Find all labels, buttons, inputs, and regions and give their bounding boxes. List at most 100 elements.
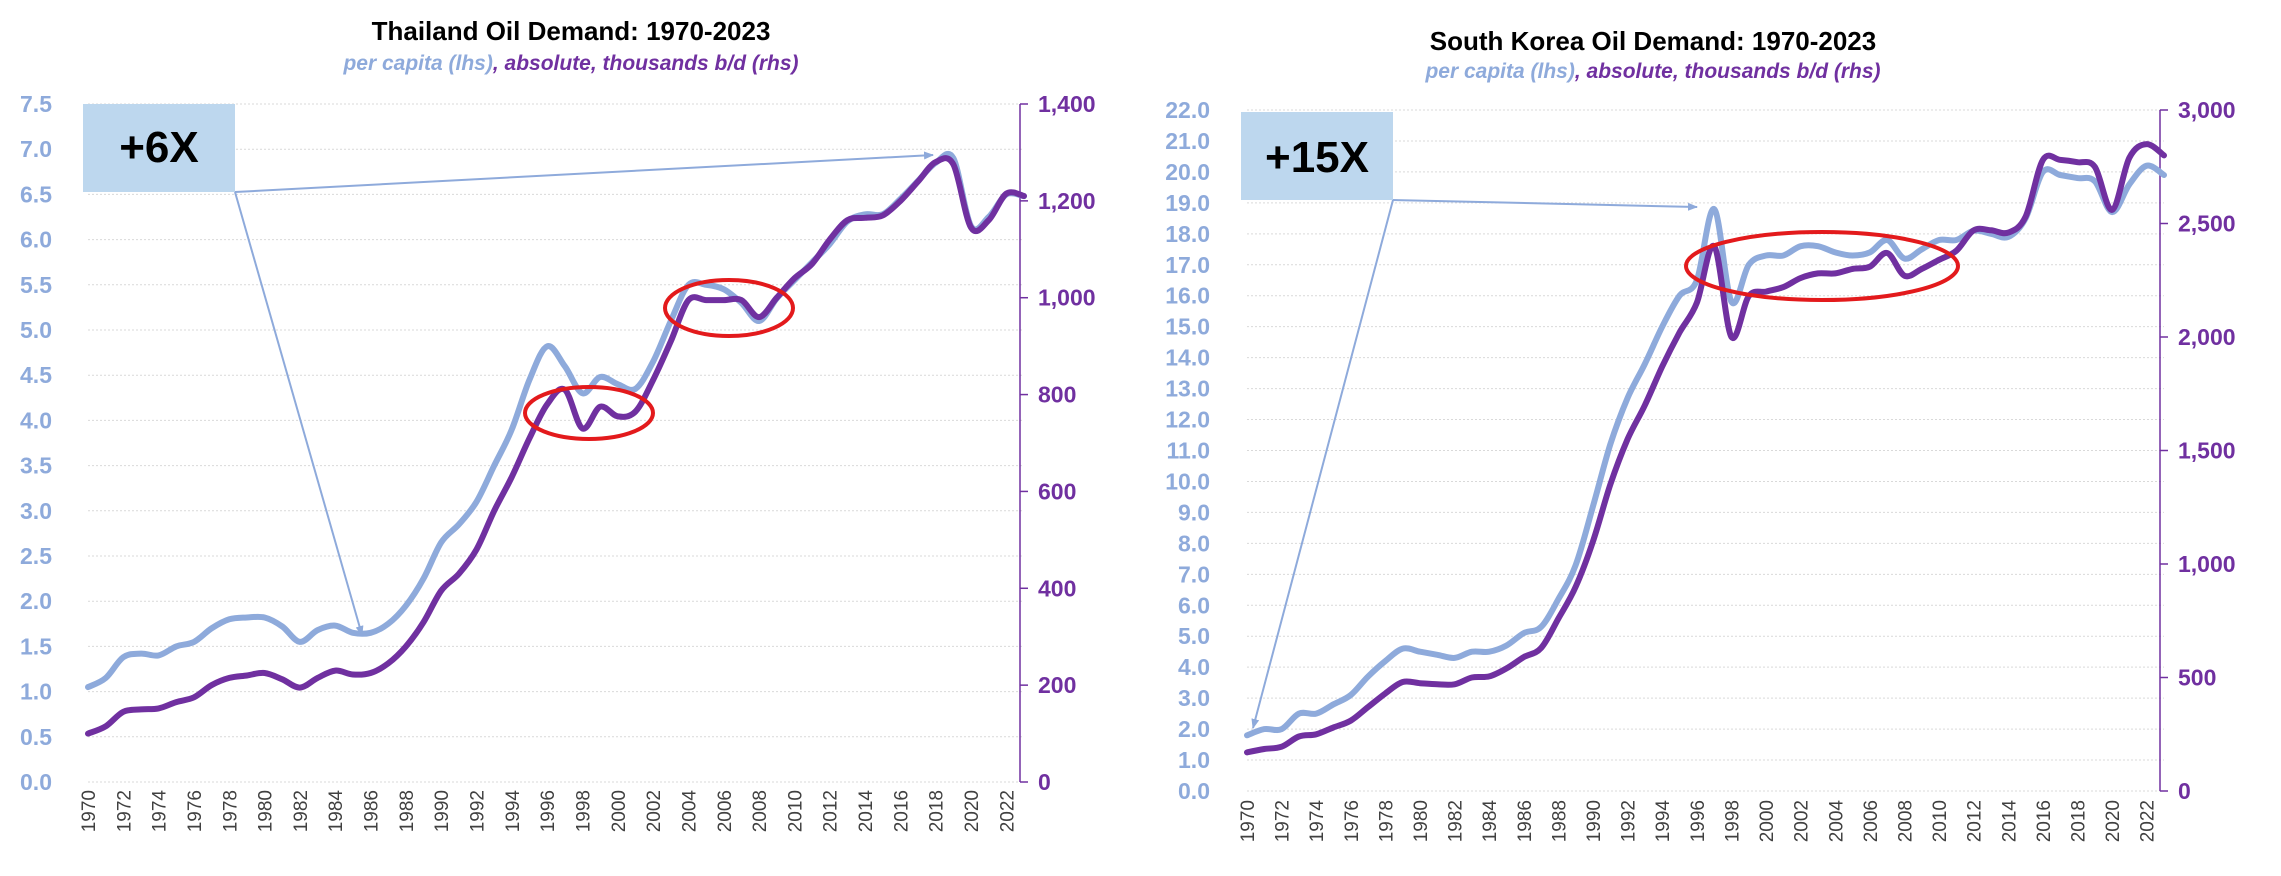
x-tick-label: 2010 [1930,800,1951,842]
x-tick-label: 1976 [1342,800,1363,842]
left-tick-label: 5.5 [20,272,52,298]
left-tick-label: 6.5 [20,181,52,207]
right-tick-label: 800 [1038,382,1076,408]
x-tick-label: 2022 [2138,800,2159,842]
left-tick-label: 0.0 [20,769,52,795]
x-tick-label: 1970 [79,790,100,832]
left-tick-label: 7.0 [20,136,52,162]
x-tick-label: 1974 [150,790,171,833]
x-tick-label: 2012 [1965,800,1986,842]
left-tick-label: 6.0 [20,227,52,253]
x-tick-label: 1970 [1238,800,1259,842]
series-line-absolute [1244,141,2167,756]
x-tick-label: 1986 [362,790,383,832]
badge: +15X [1241,112,1393,200]
right-tick-label: 2,000 [2178,324,2236,350]
x-tick-label: 1972 [1273,800,1294,842]
chart-subtitle: per capita (lhs), absolute, thousands b/… [342,52,798,75]
x-tick-label: 1990 [1584,800,1605,842]
x-tick-label: 2008 [1896,800,1917,842]
highlight-circle [663,278,795,338]
chart-subtitle: per capita (lhs), absolute, thousands b/… [1424,60,1880,83]
x-tick-label: 1976 [185,790,206,832]
left-tick-label: 5.0 [1178,623,1210,649]
x-tick-label: 1996 [1688,800,1709,842]
x-axis-ticks: 1970 1972 1974 1976 1978 1980 1982 1984 1986 1988… [1238,800,2159,843]
x-tick-label: 1984 [1480,800,1501,843]
left-tick-label: 4.0 [20,407,52,433]
x-tick-label: 1982 [1446,800,1467,842]
x-tick-label: 1980 [256,790,277,832]
left-tick-label: 9.0 [1178,499,1210,525]
left-tick-label: 17.0 [1165,252,1210,278]
left-tick-label: 7.0 [1178,561,1210,587]
x-tick-label: 2008 [750,790,771,832]
x-tick-label: 1978 [1376,800,1397,842]
left-tick-label: 2.0 [20,588,52,614]
left-tick-label: 5.0 [20,317,52,343]
x-tick-label: 1984 [326,790,347,833]
left-tick-label: 15.0 [1165,314,1210,340]
left-tick-label: 1.5 [20,633,52,659]
x-tick-label: 2018 [927,790,948,832]
x-tick-label: 2020 [2103,800,2124,842]
x-tick-label: 1994 [1653,800,1674,843]
arrow-to-trough [234,191,364,636]
left-tick-label: 3.5 [20,453,52,479]
x-tick-label: 2010 [785,790,806,832]
left-tick-label: 0.0 [1178,778,1210,804]
left-tick-label: 12.0 [1165,407,1210,433]
x-tick-label: 1978 [220,790,241,832]
right-tick-label: 600 [1038,478,1076,504]
left-tick-label: 16.0 [1165,283,1210,309]
left-tick-label: 2.0 [1178,716,1210,742]
left-tick-label: 3.0 [1178,685,1210,711]
right-tick-label: 1,200 [1038,188,1096,214]
left-tick-label: 14.0 [1165,345,1210,371]
right-tick-label: 3,000 [2178,97,2236,123]
right-tick-label: 1,500 [2178,438,2236,464]
x-tick-label: 1994 [503,790,524,833]
badge: +6X [83,104,235,192]
x-tick-label: 2014 [856,790,877,833]
x-tick-label: 1974 [1307,800,1328,843]
south-korea-chart: South Korea Oil Demand: 1970-2023 per ca… [1165,26,2235,842]
right-tick-label: 1,400 [1038,91,1096,117]
left-tick-label: 6.0 [1178,592,1210,618]
right-tick-label: 2,500 [2178,211,2236,237]
subtitle-separator: , [1574,60,1587,83]
subtitle-absolute: absolute, thousands b/d (rhs) [1587,60,1881,83]
subtitle-separator: , [492,52,505,75]
badge-box [83,104,235,192]
x-tick-label: 2004 [680,790,701,833]
series-line-per-capita [1244,162,2167,739]
x-tick-label: 2006 [715,790,736,832]
left-tick-label: 18.0 [1165,221,1210,247]
right-tick-label: 1,000 [2178,551,2236,577]
gridlines [1247,109,2164,792]
left-tick-label: 8.0 [1178,530,1210,556]
left-tick-label: 19.0 [1165,190,1210,216]
x-tick-label: 1986 [1515,800,1536,842]
gridlines [88,103,1024,783]
x-tick-label: 2018 [2069,800,2090,842]
right-tick-label: 400 [1038,575,1076,601]
x-tick-label: 2006 [1861,800,1882,842]
x-tick-label: 1992 [1619,800,1640,842]
series-line-per-capita [85,150,1027,691]
arrow-to-peak [1392,199,1698,211]
x-tick-label: 2000 [1757,800,1778,842]
badge-label: +15X [1265,133,1369,182]
x-tick-label: 1988 [397,790,418,832]
x-tick-label: 1996 [538,790,559,832]
badge-label: +6X [119,123,199,172]
left-axis-ticks: 0.0 0.5 1.0 1.5 2.0 2.5 3.0 3.5 4.0 4.5 5.0 5.5 6.0 6… [20,91,52,795]
left-tick-label: 4.0 [1178,654,1210,680]
highlight-circle [523,385,655,441]
subtitle-absolute: absolute, thousands b/d (rhs) [505,52,799,75]
left-tick-label: 22.0 [1165,97,1210,123]
right-tick-label: 0 [2178,778,2191,804]
left-tick-label: 0.5 [20,724,52,750]
left-tick-label: 10.0 [1165,468,1210,494]
